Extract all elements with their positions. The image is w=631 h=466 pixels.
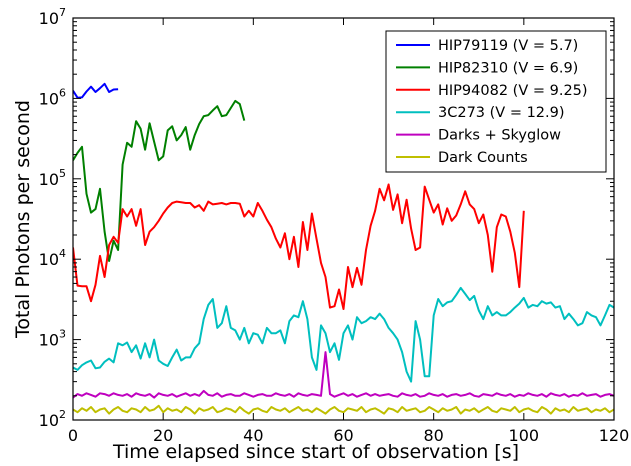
legend-label-5: Dark Counts [438, 150, 528, 166]
series-line-1 [73, 99, 246, 262]
series-line-2 [73, 183, 525, 310]
x-tick-label: 80 [423, 426, 443, 445]
legend-label-4: Darks + Skyglow [438, 128, 561, 144]
series-layer [73, 82, 614, 415]
y-axis-label: Total Photons per second [12, 100, 34, 339]
y-tick-label: 107 [39, 6, 66, 28]
x-tick-label: 120 [599, 426, 630, 445]
legend-label-0: HIP79119 (V = 5.7) [438, 38, 578, 54]
x-axis-label: Time elapsed since start of observation … [112, 441, 519, 463]
series-line-0 [73, 82, 119, 99]
legend: HIP79119 (V = 5.7) HIP82310 (V = 6.9) HIP9… [385, 30, 607, 173]
legend-label-3: 3C273 (V = 12.9) [438, 105, 565, 121]
x-tick-label: 0 [68, 426, 78, 445]
x-tick-label: 40 [243, 426, 263, 445]
y-tick-label: 105 [39, 167, 66, 189]
y-tick-label: 102 [39, 408, 66, 430]
x-tick-label: 100 [509, 426, 540, 445]
series-line-5 [73, 404, 614, 415]
legend-label-1: HIP82310 (V = 6.9) [438, 60, 578, 76]
y-tick-label: 104 [39, 247, 66, 269]
x-tick-label: 20 [153, 426, 173, 445]
series-line-3 [73, 286, 614, 383]
legend-box [385, 30, 607, 173]
axis-ticks: 0 20 40 60 80 100 120 102 103 104 105 106 107 [39, 6, 630, 445]
y-tick-label: 106 [39, 86, 66, 108]
legend-label-2: HIP94082 (V = 9.25) [438, 83, 588, 99]
y-tick-label: 103 [39, 328, 66, 350]
series-line-4 [73, 351, 614, 399]
x-tick-label: 60 [333, 426, 353, 445]
